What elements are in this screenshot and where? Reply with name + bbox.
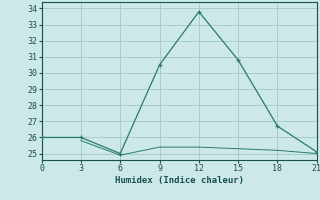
X-axis label: Humidex (Indice chaleur): Humidex (Indice chaleur) xyxy=(115,176,244,185)
